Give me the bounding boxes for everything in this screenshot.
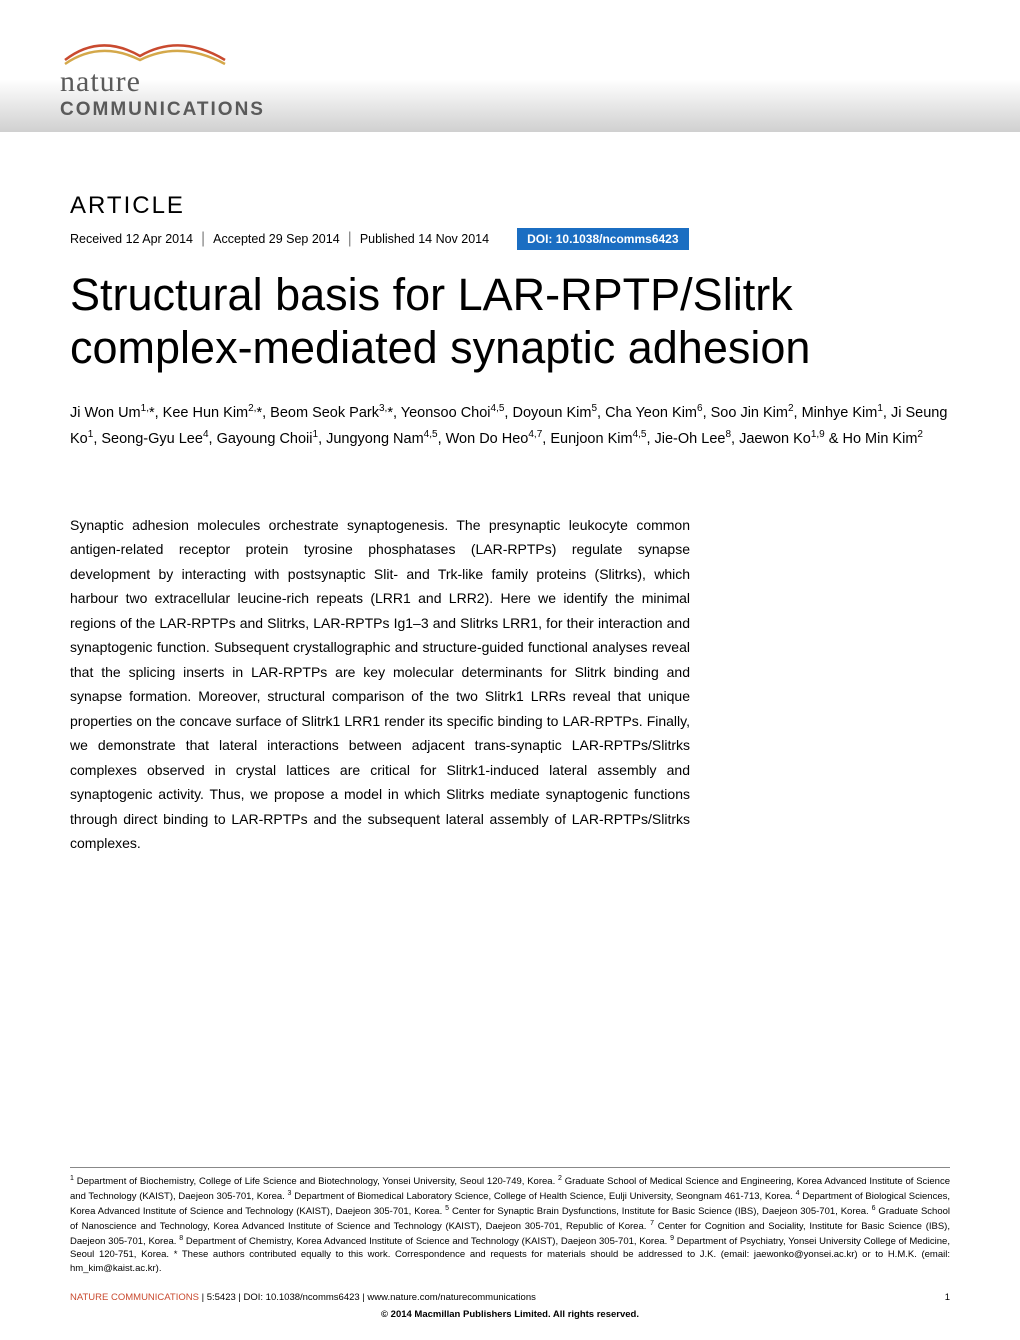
logo-swoosh-icon: [60, 28, 230, 68]
footer-citation-rest: | 5:5423 | DOI: 10.1038/ncomms6423 | www…: [199, 1292, 536, 1303]
footer-citation: NATURE COMMUNICATIONS | 5:5423 | DOI: 10…: [70, 1292, 536, 1303]
accepted-date: Accepted 29 Sep 2014: [213, 232, 340, 246]
footer-copyright: © 2014 Macmillan Publishers Limited. All…: [70, 1309, 950, 1320]
footer-journal-name: NATURE COMMUNICATIONS: [70, 1292, 199, 1303]
page-number: 1: [945, 1292, 950, 1303]
affiliations-block: 1 Department of Biochemistry, College of…: [70, 1167, 950, 1276]
article-label: ARTICLE: [70, 192, 950, 220]
article-meta-row: Received 12 Apr 2014 | Accepted 29 Sep 2…: [70, 228, 950, 250]
abstract-text: Synaptic adhesion molecules orchestrate …: [70, 513, 690, 856]
page-footer: NATURE COMMUNICATIONS | 5:5423 | DOI: 10…: [70, 1292, 950, 1320]
logo-text-nature: nature: [60, 65, 265, 99]
article-title: Structural basis for LAR-RPTP/Slitrk com…: [70, 268, 950, 374]
journal-header-band: nature COMMUNICATIONS: [0, 0, 1020, 132]
meta-separator: |: [201, 230, 205, 248]
meta-separator: |: [348, 230, 352, 248]
journal-logo: nature COMMUNICATIONS: [60, 28, 265, 121]
footer-citation-row: NATURE COMMUNICATIONS | 5:5423 | DOI: 10…: [70, 1292, 950, 1303]
doi-badge: DOI: 10.1038/ncomms6423: [517, 228, 688, 250]
logo-text-communications: COMMUNICATIONS: [60, 99, 265, 121]
article-content: ARTICLE Received 12 Apr 2014 | Accepted …: [0, 132, 1020, 856]
published-date: Published 14 Nov 2014: [360, 232, 489, 246]
author-list: Ji Won Um1,*, Kee Hun Kim2,*, Beom Seok …: [70, 400, 950, 452]
received-date: Received 12 Apr 2014: [70, 232, 193, 246]
